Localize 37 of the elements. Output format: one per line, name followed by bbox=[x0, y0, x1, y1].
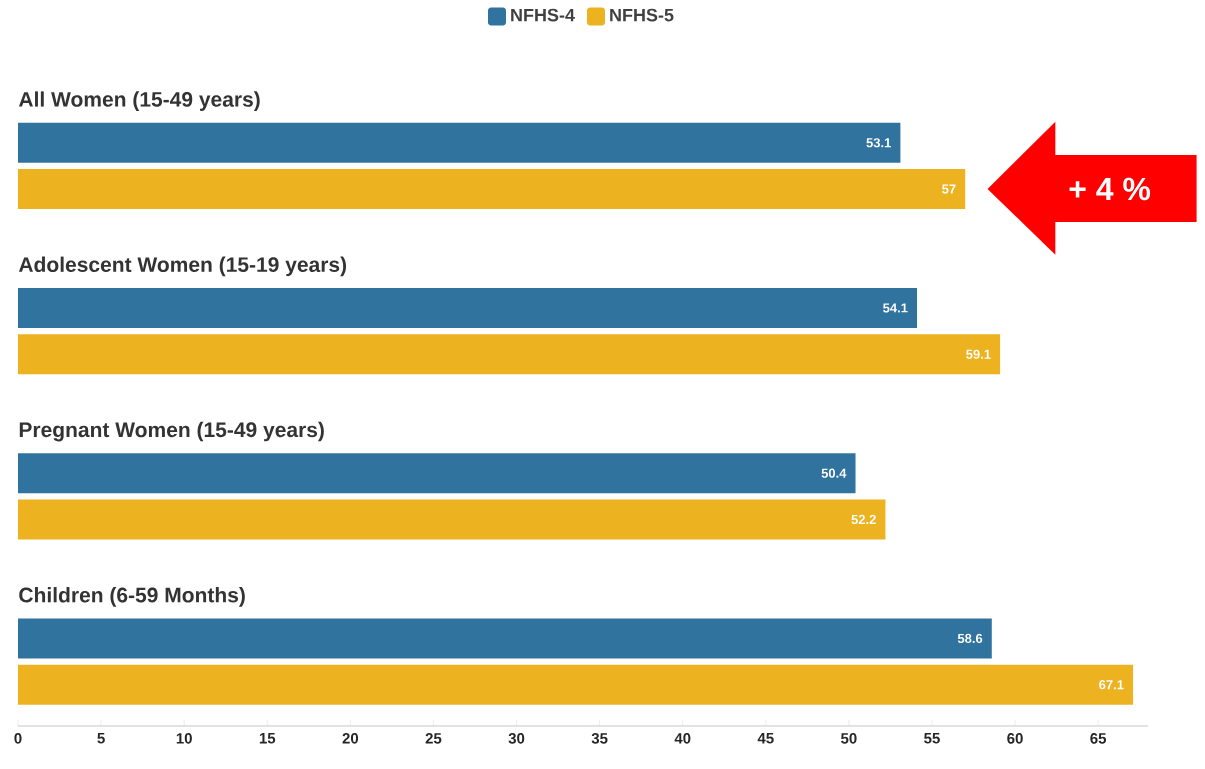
x-tick-label: 10 bbox=[176, 733, 192, 744]
x-tick-label: 5 bbox=[97, 733, 105, 744]
x-tick-label: 15 bbox=[259, 733, 276, 744]
x-tick-label: 25 bbox=[425, 733, 442, 744]
x-tick-label: 20 bbox=[342, 733, 359, 744]
x-tick-label: 30 bbox=[508, 733, 525, 744]
x-tick-label: 0 bbox=[14, 733, 22, 744]
data-label: 58.6 bbox=[957, 633, 983, 644]
data-label: 59.1 bbox=[966, 349, 991, 359]
bar bbox=[18, 664, 1134, 705]
data-label: 57 bbox=[942, 184, 956, 194]
y-tick-label: All Women (15-49 years) bbox=[18, 91, 260, 111]
data-label: 67.1 bbox=[1099, 680, 1124, 690]
x-tick-label: 45 bbox=[757, 733, 774, 744]
data-label: 50.4 bbox=[821, 468, 847, 478]
y-tick-label: Children (6-59 Months) bbox=[19, 587, 245, 607]
bar bbox=[18, 334, 1001, 375]
data-label: 54.1 bbox=[883, 303, 908, 313]
bar bbox=[18, 287, 918, 328]
legend-label: NFHS-5 bbox=[610, 8, 674, 22]
x-tick-label: 35 bbox=[591, 733, 608, 744]
bar bbox=[18, 499, 886, 540]
legend-label: NFHS-4 bbox=[511, 8, 575, 22]
bar bbox=[18, 453, 856, 494]
data-label: 53.1 bbox=[866, 138, 891, 148]
bar bbox=[18, 169, 966, 209]
data-label: 52.2 bbox=[851, 514, 876, 525]
x-tick-label: 50 bbox=[841, 733, 857, 744]
x-tick-label: 60 bbox=[1007, 733, 1023, 744]
y-tick-label: Adolescent Women (15-19 years) bbox=[18, 256, 347, 277]
bar bbox=[18, 618, 992, 659]
bar bbox=[18, 122, 901, 163]
annotation: + 4 % bbox=[1069, 177, 1151, 201]
x-tick-label: 40 bbox=[674, 733, 691, 744]
x-tick-label: 55 bbox=[924, 733, 940, 744]
x-tick-label: 65 bbox=[1090, 733, 1107, 744]
y-tick-label: Pregnant Women (15-49 years) bbox=[19, 421, 324, 442]
